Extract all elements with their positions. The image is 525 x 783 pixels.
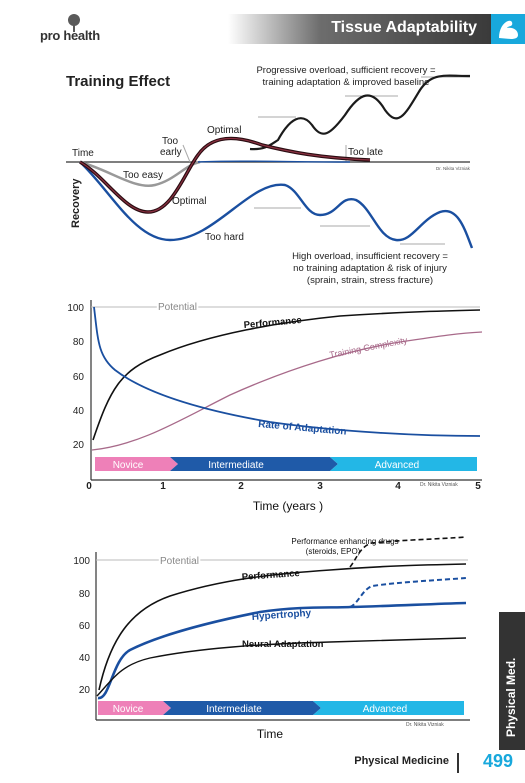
too-early-label: early bbox=[160, 147, 182, 158]
tree-icon bbox=[68, 14, 80, 32]
drugs-label: Performance enhancing drugs bbox=[291, 537, 398, 546]
stage-intermediate-label: Intermediate bbox=[206, 704, 262, 715]
stage-novice-label: Novice bbox=[113, 460, 144, 471]
guide-lines bbox=[182, 76, 470, 245]
stage-bar: Novice Intermediate Advanced bbox=[95, 457, 477, 471]
x-tick: 3 bbox=[317, 481, 323, 492]
credit-label: Dr. Nikita Vizniak bbox=[436, 166, 471, 171]
potential-label: Potential bbox=[160, 556, 199, 567]
diagram-title: Training Effect bbox=[66, 73, 170, 90]
axes bbox=[95, 552, 470, 721]
high-overload-label: no training adaptation & risk of injury bbox=[293, 263, 447, 274]
banner-shape bbox=[228, 14, 491, 44]
x-tick: 4 bbox=[395, 481, 401, 492]
x-tick: 2 bbox=[238, 481, 244, 492]
optimal-top-label: Optimal bbox=[207, 125, 241, 136]
x-axis-label: Time (years ) bbox=[253, 499, 323, 513]
y-tick: 40 bbox=[73, 406, 85, 417]
neural-adaptation-curve bbox=[96, 637, 467, 697]
chapter-title: Tissue Adaptability bbox=[331, 19, 477, 36]
y-tick: 80 bbox=[73, 337, 85, 348]
recovery-axis-label: Recovery bbox=[70, 178, 82, 228]
chapter-banner: Tissue Adaptability bbox=[228, 14, 525, 44]
potential-label: Potential bbox=[158, 302, 197, 313]
hypertrophy-label: Hypertrophy bbox=[251, 608, 312, 623]
y-tick: 20 bbox=[79, 685, 91, 696]
performance-curve bbox=[98, 563, 467, 691]
stage-intermediate-label: Intermediate bbox=[208, 460, 264, 471]
credit-label: Dr. Nikita Vizniak bbox=[420, 482, 458, 488]
page-number: 499 bbox=[482, 751, 513, 771]
stage-advanced bbox=[313, 701, 464, 715]
y-tick-labels: 100 80 60 40 20 bbox=[67, 303, 84, 451]
footer-divider bbox=[457, 753, 459, 773]
x-tick: 0 bbox=[86, 481, 92, 492]
too-late-curve bbox=[197, 160, 351, 163]
hypertrophy-curve bbox=[97, 601, 467, 700]
performance-label: Performance bbox=[243, 315, 302, 331]
y-tick: 60 bbox=[73, 372, 85, 383]
too-easy-label: Too easy bbox=[123, 170, 163, 181]
optimal-curve-highlight bbox=[79, 137, 371, 213]
too-easy-curve bbox=[79, 160, 201, 188]
y-tick: 100 bbox=[73, 556, 90, 567]
rate-of-adaptation-curve bbox=[93, 306, 481, 437]
progressive-overload-label: Progressive overload, sufficient recover… bbox=[256, 65, 436, 76]
progressive-overload-label: training adaptation & improved baseline bbox=[263, 77, 430, 88]
too-hard-label: Too hard bbox=[205, 232, 244, 243]
brand-logo: pro health bbox=[40, 14, 110, 44]
x-tick: 1 bbox=[160, 481, 166, 492]
y-tick: 60 bbox=[79, 621, 91, 632]
stage-novice bbox=[95, 457, 178, 471]
high-overload-label: (sprain, strain, stress fracture) bbox=[307, 275, 433, 286]
y-tick-labels: 100 80 60 40 20 bbox=[73, 556, 90, 696]
y-tick: 20 bbox=[73, 440, 85, 451]
drugs-performance-curve bbox=[349, 536, 467, 568]
stage-intermediate bbox=[170, 457, 338, 471]
high-overload-curve bbox=[79, 161, 474, 249]
x-tick-labels: 0 1 2 3 4 5 bbox=[86, 481, 481, 492]
optimal-bottom-label: Optimal bbox=[172, 196, 206, 207]
steroid-hypertrophy-curve bbox=[349, 577, 467, 608]
chapter-side-tab: Physical Med. bbox=[499, 612, 525, 750]
axes bbox=[90, 300, 482, 481]
time-label: Time bbox=[72, 148, 94, 159]
stage-advanced bbox=[330, 457, 477, 471]
neural-adaptation-label: Neural Adaptation bbox=[242, 639, 324, 650]
page-footer: Physical Medicine 499 bbox=[325, 751, 525, 775]
logo-text: pro health bbox=[40, 28, 100, 43]
high-overload-label: High overload, insufficient recovery = bbox=[292, 251, 448, 262]
progressive-overload-curve bbox=[249, 74, 471, 151]
y-tick: 100 bbox=[67, 303, 84, 314]
credit-label: Dr. Nikita Vizniak bbox=[406, 722, 444, 728]
stage-novice-label: Novice bbox=[113, 704, 144, 715]
too-late-label: Too late bbox=[348, 147, 383, 158]
footer-section: Physical Medicine bbox=[354, 755, 449, 767]
stage-advanced-label: Advanced bbox=[375, 460, 419, 471]
drugs-label: (steroids, EPO) bbox=[306, 547, 361, 556]
performance-curve bbox=[92, 309, 481, 441]
x-axis-label: Time bbox=[257, 727, 284, 741]
stage-intermediate bbox=[163, 701, 321, 715]
training-complexity-curve bbox=[91, 331, 483, 451]
side-tab-label: Physical Med. bbox=[504, 657, 518, 737]
too-early-label: Too bbox=[162, 136, 179, 147]
y-tick: 40 bbox=[79, 653, 91, 664]
x-tick: 5 bbox=[475, 481, 481, 492]
flexed-arm-icon bbox=[491, 14, 525, 44]
stage-novice bbox=[98, 701, 171, 715]
performance-label: Performance bbox=[241, 568, 300, 583]
stage-bar: Novice Intermediate Advanced bbox=[98, 701, 464, 715]
y-tick: 80 bbox=[79, 589, 91, 600]
stage-advanced-label: Advanced bbox=[363, 704, 407, 715]
